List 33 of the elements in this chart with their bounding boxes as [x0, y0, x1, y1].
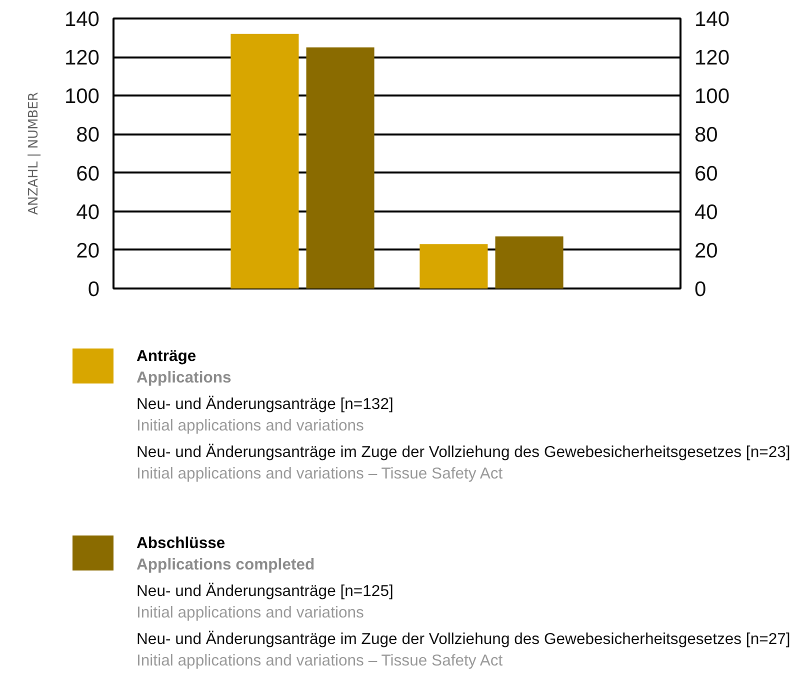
y-tick-label: 120 — [64, 46, 100, 70]
text: Applications completed — [136, 556, 315, 574]
text: Applications — [136, 370, 232, 386]
text: Initial applications and variations — [136, 418, 364, 434]
text: Initial applications and variations — [136, 604, 364, 622]
y-axis-title: ANZAHL | NUMBER — [26, 92, 42, 215]
y2-tick-label: 0 — [694, 278, 706, 301]
text: Neu- und Änderungsanträge im Zuge der Vollziehung des Gewebesicherheitsgesetzes [n=23] — [136, 443, 790, 461]
y2-tick-label: 100 — [694, 85, 730, 108]
y2-tick-label: 120 — [694, 46, 730, 70]
bar — [495, 236, 564, 288]
bar — [230, 34, 299, 288]
bar — [420, 244, 488, 288]
y-tick-label: 40 — [76, 200, 100, 224]
y-tick-label: 20 — [76, 239, 100, 262]
text: Neu- und Änderungsanträge [n=125] — [136, 582, 394, 600]
y2-tick-label: 20 — [694, 239, 718, 262]
y2-tick-label: 140 — [694, 8, 730, 31]
y-tick-label: 80 — [76, 124, 100, 147]
text: Initial applications and variations – Tissue Safety Act — [136, 652, 504, 670]
y2-tick-label: 80 — [694, 124, 718, 147]
y-tick-label: 0 — [88, 278, 100, 301]
legend-label: Anträge — [136, 348, 196, 365]
y-tick-label: 140 — [64, 8, 100, 31]
text: Initial applications and variations – Tissue Safety Act — [136, 466, 504, 482]
y2-tick-label: 60 — [694, 162, 718, 186]
y-tick-label: 100 — [64, 85, 100, 108]
y2-tick-label: 40 — [694, 200, 718, 224]
bar — [306, 47, 374, 288]
legend-label: Abschlüsse — [136, 535, 226, 552]
text: Neu- und Änderungsanträge [n=132] — [136, 395, 394, 413]
text: Neu- und Änderungsanträge im Zuge der Vollziehung des Gewebesicherheitsgesetzes [n=27] — [136, 630, 790, 648]
y-tick-label: 60 — [76, 162, 100, 186]
